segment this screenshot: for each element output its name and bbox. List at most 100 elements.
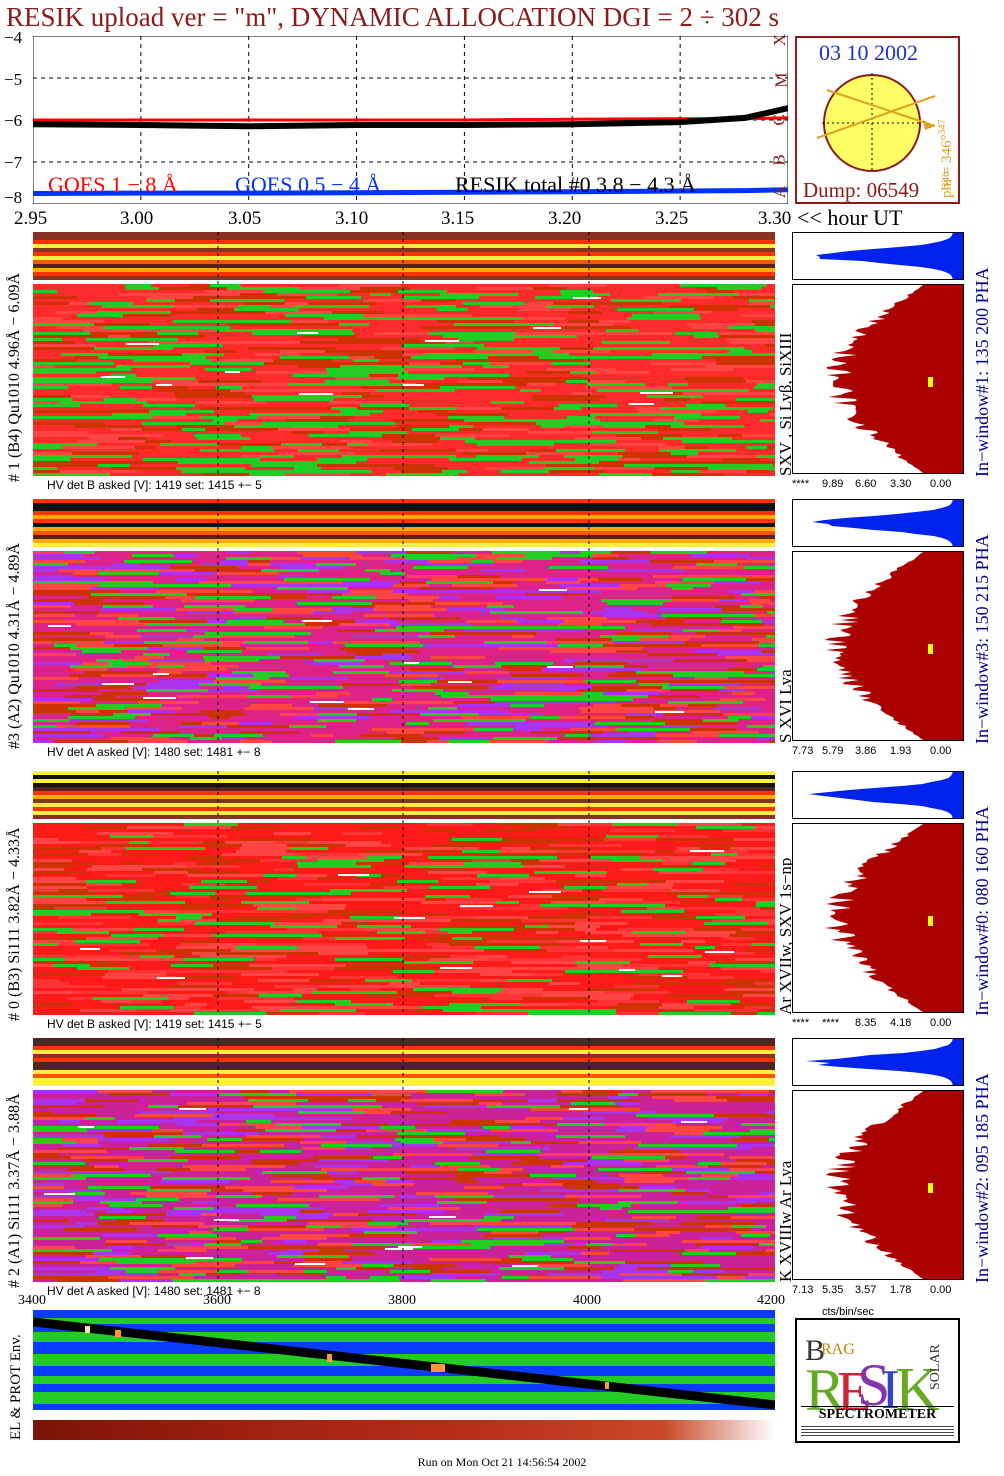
- series-point: [138, 191, 143, 196]
- time-axis-unit: << hour UT: [797, 205, 903, 230]
- resik-logo-graphic: B RAG R E S I K SOLAR: [805, 1334, 943, 1424]
- pha-tick: 8.35: [855, 1017, 877, 1029]
- time-tick: 3.00: [120, 208, 154, 229]
- svg-text:K: K: [895, 1356, 940, 1424]
- hv-status: HV det B asked [V]: 1419 set: 1415 +− 5: [47, 478, 262, 492]
- pha-histogram-main-svg: [824, 824, 963, 1012]
- pha-histogram-top: [792, 499, 964, 547]
- env-tick: 4200: [757, 1293, 785, 1308]
- pha-histogram-top-svg: [812, 500, 963, 546]
- pha-histogram-main: [792, 823, 964, 1013]
- run-footer: Run on Mon Oct 21 14:56:54 2002: [417, 1455, 587, 1469]
- pha-tick: 6.60: [855, 478, 877, 490]
- channel-spectrogram: [33, 232, 849, 477]
- svg-text:RAG: RAG: [821, 1341, 855, 1358]
- time-tick: 3.10: [335, 208, 369, 229]
- series-point: [742, 115, 747, 120]
- window-label: In−window#0: 080 160 PHA: [972, 806, 992, 1016]
- svg-text:S: S: [857, 1352, 890, 1418]
- goes-lightcurve-plot: [31, 35, 790, 205]
- logo-fine-print: [801, 1426, 954, 1438]
- env-tick: 3400: [18, 1293, 46, 1308]
- series-point: [138, 123, 143, 127]
- env-panel: [32, 1310, 776, 1410]
- goes-class-m: M: [771, 72, 791, 88]
- pha-tick: 0.00: [930, 1284, 952, 1296]
- y-tick: −5: [4, 70, 23, 89]
- time-tick: 2.95: [14, 208, 48, 229]
- pha-tick: ****: [792, 478, 810, 490]
- time-tick: 3.15: [441, 208, 475, 229]
- pha-tick: 0.00: [930, 1017, 952, 1029]
- sun-position-box: 03 10 2002 Dump: 06549 phi = 346°347 346: [795, 36, 960, 204]
- goes-class-c: C: [769, 114, 789, 126]
- env-side-label: EL & PROT Env.: [8, 1334, 24, 1440]
- env-tick: 4000: [573, 1293, 601, 1308]
- pha-tick: 4.18: [890, 1017, 912, 1029]
- pha-histogram-top-svg: [808, 772, 963, 818]
- pha-tick: 1.78: [890, 1284, 912, 1296]
- phi-lower-label: 346: [940, 171, 952, 189]
- hv-status: HV det A asked [V]: 1480 set: 1481 +− 8: [47, 745, 261, 759]
- series-point: [246, 191, 251, 196]
- time-tick: 3.25: [655, 208, 689, 229]
- channel-panel: HV det A asked [V]: 1480 set: 1481 +− 8: [33, 499, 851, 759]
- pha-histogram-top: [792, 1038, 964, 1086]
- series-point: [462, 123, 467, 127]
- goes-class-a: A: [770, 185, 790, 199]
- env-panel-svg: [32, 1310, 776, 1410]
- pha-histogram-main: [792, 551, 964, 741]
- y-tick: −7: [4, 153, 23, 172]
- series-point: [138, 118, 143, 122]
- svg-text:E: E: [837, 1361, 871, 1423]
- pha-histogram-main-svg: [825, 1091, 963, 1279]
- pha-histogram-main-svg: [826, 285, 963, 473]
- time-tick: 3.05: [228, 208, 262, 229]
- pha-tick: 3.57: [855, 1284, 877, 1296]
- pha-histogram-top-svg: [816, 233, 963, 279]
- pha-tick: 3.86: [855, 745, 877, 757]
- series-point: [246, 118, 251, 122]
- series-point: [742, 188, 747, 193]
- channel-side-label: #3 (A2) Qu1010 4.31Å − 4.89Å: [6, 543, 23, 749]
- pha-histogram-top-svg: [806, 1039, 963, 1085]
- pha-histogram-main-svg: [824, 552, 963, 740]
- pha-histogram-top: [792, 771, 964, 819]
- svg-text:SOLAR: SOLAR: [928, 1343, 943, 1390]
- env-strip: [33, 1420, 775, 1440]
- page-title: RESIK upload ver = "m", DYNAMIC ALLOCATI…: [6, 2, 780, 32]
- pha-tick: 7.73: [792, 745, 814, 757]
- phi-superscript: 347: [937, 119, 948, 135]
- legend-goes-long: GOES 1 − 8 Å: [48, 172, 178, 197]
- series-point: [354, 118, 359, 122]
- window-label: In−window#1: 135 200 PHA: [972, 267, 992, 477]
- goes-class-x: X: [770, 33, 790, 47]
- pha-tick: 1.93: [890, 745, 912, 757]
- window-label: In−window#2: 095 185 PHA: [972, 1073, 992, 1283]
- resik-logo: B RAG R E S I K SOLAR SPECTROMETER: [795, 1318, 960, 1443]
- series-point: [570, 122, 575, 127]
- series-point: [246, 124, 251, 129]
- pha-tick: 0.00: [930, 745, 952, 757]
- svg-text:R: R: [805, 1357, 845, 1423]
- observation-date: 03 10 2002: [819, 40, 918, 65]
- channel-panel: HV det B asked [V]: 1419 set: 1415 +− 5: [33, 771, 847, 1031]
- pha-tick: 3.30: [890, 478, 912, 490]
- series-point: [570, 117, 575, 122]
- channel-panel: HV det B asked [V]: 1419 set: 1415 +− 5: [33, 232, 849, 492]
- pha-tick: ****: [792, 1017, 810, 1029]
- channel-spectrogram: [33, 1038, 844, 1283]
- hv-status: HV det B asked [V]: 1419 set: 1415 +− 5: [47, 1017, 262, 1031]
- channel-side-label: # 2 (A1) Si111 3.37Å − 3.88Å: [6, 1093, 23, 1289]
- y-tick: −8: [4, 188, 23, 207]
- y-tick: −6: [4, 111, 23, 130]
- env-tick: 3800: [388, 1293, 416, 1308]
- legend-goes-short: GOES 0.5 − 4 Å: [235, 172, 382, 197]
- window-label: In−window#3: 150 215 PHA: [972, 534, 992, 744]
- legend-resik-total: RESIK total #0 3.8 − 4.3 Å: [455, 172, 696, 197]
- series-point: [678, 189, 683, 193]
- time-tick: 3.20: [548, 208, 582, 229]
- channel-spectrogram: [33, 771, 847, 1016]
- pha-tick: ****: [822, 1017, 840, 1029]
- pha-tick: 5.35: [822, 1284, 844, 1296]
